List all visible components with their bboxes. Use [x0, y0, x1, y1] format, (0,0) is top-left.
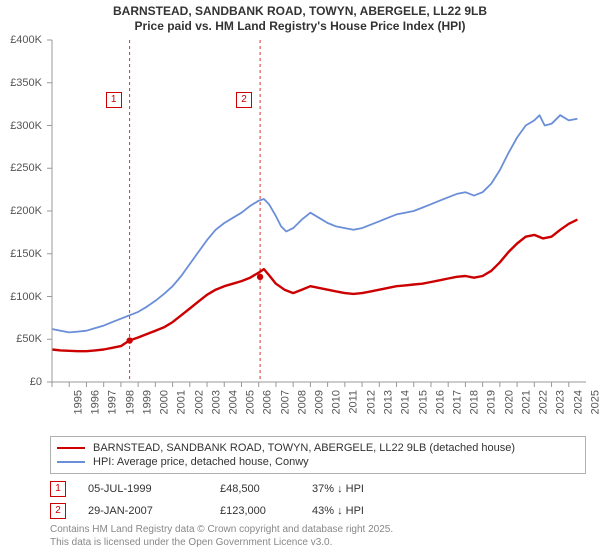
- y-axis-label: £300K: [10, 120, 42, 132]
- sale-date: 05-JUL-1999: [88, 483, 198, 495]
- attribution-line1: Contains HM Land Registry data © Crown c…: [50, 524, 586, 537]
- sale-index: 2: [50, 503, 66, 519]
- sale-price: £123,000: [220, 505, 290, 517]
- attribution: Contains HM Land Registry data © Crown c…: [50, 524, 586, 549]
- x-axis-label: 2017: [451, 390, 463, 414]
- legend-swatch: [57, 447, 85, 449]
- chart-marker: 2: [236, 92, 252, 108]
- sale-index: 1: [50, 481, 66, 497]
- x-axis-label: 1999: [141, 390, 153, 414]
- legend-row: BARNSTEAD, SANDBANK ROAD, TOWYN, ABERGEL…: [57, 441, 579, 455]
- x-axis-label: 2020: [503, 390, 515, 414]
- sale-price: £48,500: [220, 483, 290, 495]
- y-axis-label: £50K: [16, 333, 42, 345]
- y-axis-label: £350K: [10, 77, 42, 89]
- x-axis-label: 2016: [434, 390, 446, 414]
- sale-diff: 37% ↓ HPI: [312, 483, 412, 495]
- x-axis-label: 2001: [176, 390, 188, 414]
- x-axis-label: 2009: [314, 390, 326, 414]
- x-axis-label: 2021: [520, 390, 532, 414]
- x-axis-label: 2023: [555, 390, 567, 414]
- sale-row: 1 05-JUL-1999 £48,500 37% ↓ HPI: [50, 478, 586, 500]
- chart-area: £0 £50K £100K £150K £200K £250K £300K £350K £400…: [0, 34, 600, 434]
- legend-swatch: [57, 461, 85, 463]
- x-axis-label: 2019: [486, 390, 498, 414]
- y-axis-label: £200K: [10, 205, 42, 217]
- x-axis-label: 2007: [279, 390, 291, 414]
- title-line2: Price paid vs. HM Land Registry's House …: [0, 19, 600, 34]
- legend-row: HPI: Average price, detached house, Conw…: [57, 455, 579, 469]
- chart-title: BARNSTEAD, SANDBANK ROAD, TOWYN, ABERGEL…: [0, 0, 600, 34]
- x-axis-label: 2024: [572, 390, 584, 414]
- x-axis-label: 2008: [296, 390, 308, 414]
- x-axis-label: 2000: [159, 390, 171, 414]
- x-axis-label: 1998: [124, 390, 136, 414]
- x-axis-label: 1997: [107, 390, 119, 414]
- y-axis-label: £100K: [10, 291, 42, 303]
- legend: BARNSTEAD, SANDBANK ROAD, TOWYN, ABERGEL…: [50, 436, 586, 474]
- x-axis-label: 2006: [262, 390, 274, 414]
- attribution-line2: This data is licensed under the Open Gov…: [50, 537, 586, 550]
- x-axis-label: 2022: [538, 390, 550, 414]
- x-axis-label: 2013: [383, 390, 395, 414]
- y-axis-label: £400K: [10, 34, 42, 46]
- x-axis-label: 2003: [210, 390, 222, 414]
- legend-label: BARNSTEAD, SANDBANK ROAD, TOWYN, ABERGEL…: [93, 442, 515, 454]
- sale-date: 29-JAN-2007: [88, 505, 198, 517]
- x-axis-label: 2018: [469, 390, 481, 414]
- x-axis-label: 2012: [365, 390, 377, 414]
- x-axis-label: 1995: [72, 390, 84, 414]
- x-axis-label: 2014: [400, 390, 412, 414]
- y-axis-label: £250K: [10, 162, 42, 174]
- x-axis-label: 2015: [417, 390, 429, 414]
- chart-marker: 1: [106, 92, 122, 108]
- y-axis-label: £0: [30, 376, 42, 388]
- x-axis-label: 2004: [228, 390, 240, 414]
- x-axis-label: 2005: [245, 390, 257, 414]
- sales-list: 1 05-JUL-1999 £48,500 37% ↓ HPI 2 29-JAN-2007…: [50, 478, 586, 522]
- x-axis-label: 2025: [589, 390, 600, 414]
- y-axis-label: £150K: [10, 248, 42, 260]
- chart-svg: [0, 34, 600, 434]
- x-axis-label: 2010: [331, 390, 343, 414]
- x-axis-label: 2011: [347, 390, 359, 414]
- sale-diff: 43% ↓ HPI: [312, 505, 412, 517]
- x-axis-label: 1996: [90, 390, 102, 414]
- x-axis-label: 2002: [193, 390, 205, 414]
- sale-row: 2 29-JAN-2007 £123,000 43% ↓ HPI: [50, 500, 586, 522]
- title-line1: BARNSTEAD, SANDBANK ROAD, TOWYN, ABERGEL…: [0, 4, 600, 19]
- legend-label: HPI: Average price, detached house, Conw…: [93, 456, 309, 468]
